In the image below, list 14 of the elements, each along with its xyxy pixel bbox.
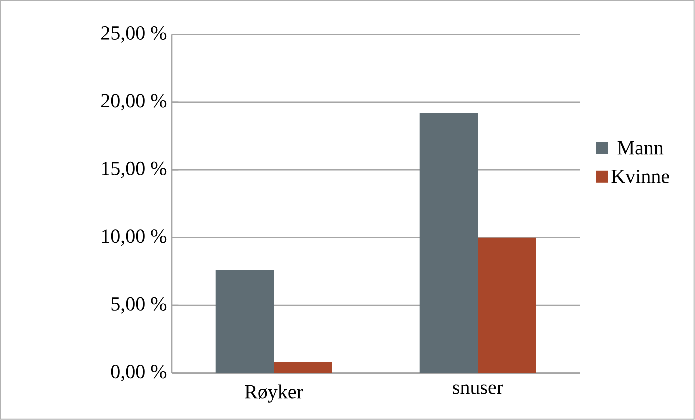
y-tick-label: 0,00 % [111,365,167,382]
legend-label: Mann [618,142,664,155]
y-tick-label: 10,00 % [102,230,167,246]
y-tick-label: 15,00 % [102,162,167,178]
y-tick-label: 25,00 % [102,26,167,43]
y-tick-label: 20,00 % [102,94,167,111]
y-tick-label: 5,00 % [112,297,167,314]
legend-label: Kvinne [612,170,670,184]
bar [274,362,332,374]
x-tick-label: Røyker [245,384,304,403]
x-tick-label: snuser [453,384,504,394]
bar [420,113,478,374]
bar [216,270,274,374]
bar [478,238,536,374]
